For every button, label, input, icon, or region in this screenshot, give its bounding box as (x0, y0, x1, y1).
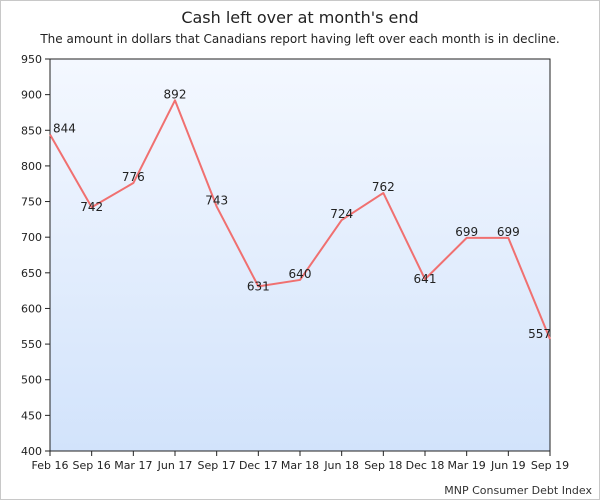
y-tick-label: 650 (21, 267, 42, 280)
data-label: 776 (122, 170, 145, 184)
chart-title: Cash left over at month's end (181, 8, 419, 27)
data-label: 699 (497, 225, 520, 239)
x-tick-label: Dec 17 (239, 459, 278, 472)
x-tick-label: Feb 16 (32, 459, 69, 472)
x-tick-label: Mar 17 (114, 459, 152, 472)
data-label: 743 (205, 194, 228, 208)
y-tick-label: 550 (21, 338, 42, 351)
chart-subtitle: The amount in dollars that Canadians rep… (40, 32, 560, 46)
x-tick-label: Sep 16 (73, 459, 111, 472)
series-line (49, 99, 551, 340)
x-tick-label: Mar 18 (281, 459, 319, 472)
data-label: 631 (247, 279, 270, 293)
plot-area (49, 58, 551, 452)
data-label: 844 (53, 122, 76, 136)
y-tick-label: 800 (21, 160, 42, 173)
data-label: 724 (330, 207, 353, 221)
x-tick-label: Jun 18 (323, 459, 359, 472)
y-tick-label: 450 (21, 409, 42, 422)
x-tick-label: Mar 19 (448, 459, 486, 472)
data-label: 699 (455, 225, 478, 239)
y-tick-label: 950 (21, 53, 42, 66)
data-label: 557 (528, 327, 551, 341)
data-label: 641 (414, 272, 437, 286)
data-label: 762 (372, 180, 395, 194)
y-tick-label: 700 (21, 231, 42, 244)
chart-source: MNP Consumer Debt Index (444, 484, 592, 497)
x-tick-label: Sep 18 (364, 459, 402, 472)
y-tick-label: 850 (21, 124, 42, 137)
x-tick-label: Jun 19 (490, 459, 526, 472)
x-tick-label: Sep 19 (531, 459, 569, 472)
y-tick-label: 400 (21, 445, 42, 458)
y-tick-label: 500 (21, 374, 42, 387)
data-label: 892 (164, 87, 187, 101)
y-tick-label: 600 (21, 302, 42, 315)
data-label: 742 (80, 200, 103, 214)
x-tick-label: Dec 18 (406, 459, 445, 472)
y-tick-label: 750 (21, 196, 42, 209)
x-tick-label: Jun 17 (157, 459, 193, 472)
data-label: 640 (289, 267, 312, 281)
x-tick-label: Sep 17 (198, 459, 236, 472)
y-tick-label: 900 (21, 89, 42, 102)
